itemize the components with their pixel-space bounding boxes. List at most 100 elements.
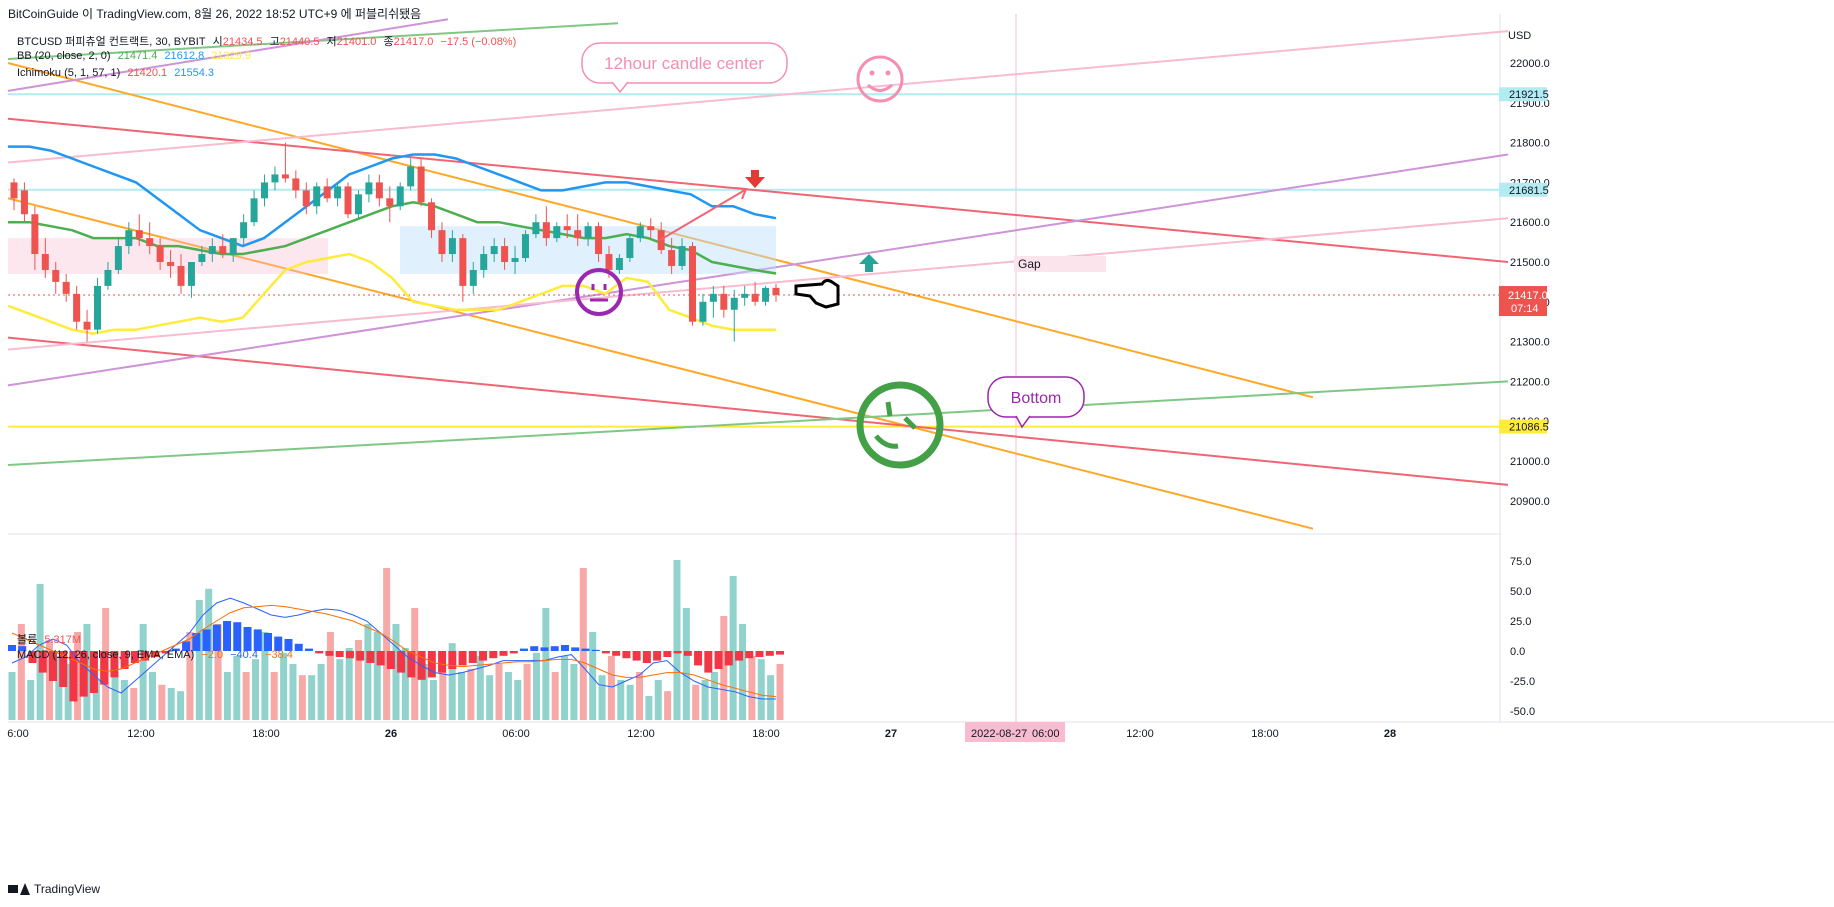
macd-histogram-bar	[69, 651, 78, 702]
candle-body	[626, 238, 634, 259]
price-tag-box	[1499, 87, 1547, 102]
macd-histogram-bar	[38, 651, 47, 673]
volume-bar	[551, 672, 559, 720]
candle-body	[574, 230, 582, 239]
volume-bar	[776, 664, 784, 720]
time-tick-label: 27	[885, 728, 897, 740]
macd-histogram-bar	[59, 651, 68, 687]
candle-body	[501, 246, 509, 262]
volume-bar	[476, 656, 484, 720]
time-tick-label: 6:00	[7, 728, 28, 740]
down-arrow-icon	[745, 177, 765, 188]
projection-arrow-head	[734, 187, 748, 200]
candle-body	[438, 230, 446, 255]
price-tick-label: 21600.0	[1510, 217, 1550, 229]
macd-histogram-bar	[765, 651, 774, 656]
macd-histogram-bar	[284, 639, 293, 651]
candle-body	[772, 287, 780, 296]
macd-histogram-bar	[386, 651, 395, 669]
macd-histogram-bar	[18, 646, 27, 651]
candle-body	[584, 226, 592, 239]
macd-histogram-bar	[141, 651, 150, 661]
price-tag-label: 21681.5	[1509, 185, 1549, 197]
volume-bar	[710, 672, 718, 720]
volume-bar	[682, 608, 690, 720]
macd-histogram-bar	[458, 651, 467, 666]
volume-bar	[617, 680, 625, 720]
ichimoku-value-2: 21554.3	[174, 67, 214, 79]
volume-bar	[701, 680, 709, 720]
macd-histogram-bar	[100, 651, 109, 685]
volume-bar	[542, 608, 550, 720]
volume-bar	[92, 680, 100, 720]
candle-body	[480, 254, 488, 270]
macd-value-2: −40.4	[230, 649, 258, 661]
macd-histogram-bar	[79, 651, 88, 697]
volume-bar	[598, 675, 606, 720]
volume-bar	[326, 632, 334, 720]
ichimoku-value-1: 21420.1	[127, 67, 168, 79]
volume-bar	[486, 675, 494, 720]
macd-histogram-bar	[489, 651, 498, 659]
candle-body	[177, 265, 185, 286]
macd-histogram-bar	[448, 651, 457, 669]
candle-body	[208, 246, 216, 255]
volume-bar	[355, 640, 363, 720]
volume-bar	[757, 659, 765, 720]
candle-body	[668, 250, 676, 266]
volume-bar	[626, 684, 634, 720]
tradingview-logo-icon	[8, 883, 30, 895]
candle-body	[595, 226, 603, 255]
volume-bar	[177, 691, 185, 720]
bb-upper-line	[8, 145, 777, 248]
candle-body	[459, 238, 467, 286]
macd-tick-label: 25.0	[1510, 616, 1531, 628]
projection-arrow-line	[659, 189, 746, 241]
tradingview-footer[interactable]: TradingView	[8, 882, 100, 896]
legend-low-label: 저	[326, 36, 337, 48]
volume-bar	[504, 672, 512, 720]
candle-body	[636, 226, 644, 239]
volume-bar	[439, 672, 447, 720]
macd-histogram-bar	[233, 622, 242, 651]
candle-body	[167, 262, 175, 266]
volume-bar	[373, 632, 381, 720]
volume-bar	[261, 632, 269, 720]
price-tag-box	[1499, 182, 1547, 197]
volume-bar	[579, 568, 587, 720]
macd-histogram-bar	[704, 651, 713, 673]
candle-body	[52, 269, 60, 282]
callout-bottom-text: Bottom	[1011, 390, 1062, 407]
volume-bar	[692, 684, 700, 720]
macd-histogram-bar	[520, 648, 528, 651]
candle-body	[334, 186, 342, 199]
volume-bar	[74, 632, 82, 720]
macd-histogram-bar	[315, 651, 324, 654]
candle-body	[375, 182, 383, 199]
price-tick-label: 21300.0	[1510, 337, 1550, 349]
callout-12h-text: 12hour candle center	[604, 54, 764, 73]
macd-histogram-bar	[560, 645, 569, 651]
ichimoku-cloud-red	[8, 238, 328, 274]
volume-bar	[748, 656, 756, 720]
trend-line-red-upper	[7, 117, 1509, 263]
legend-low: 21401.0	[336, 36, 377, 48]
macd-histogram-bar	[509, 651, 518, 654]
current-price-tag	[1499, 286, 1547, 317]
macd-label: MACD (12, 26, close, 9, EMA, EMA)	[17, 649, 195, 661]
ichimoku-legend: Ichimoku (5, 1, 57, 1) 21420.1 21554.3	[17, 67, 218, 79]
price-tick-label: 21800.0	[1510, 138, 1550, 150]
candle-body	[615, 258, 623, 270]
pointing-hand-icon	[794, 278, 840, 309]
volume-bar	[532, 652, 540, 720]
callout-12h-tail	[611, 81, 629, 94]
candle-body	[688, 246, 696, 322]
crosshair-time-label: 06:00	[1032, 728, 1060, 740]
price-tick-label: 21000.0	[1510, 456, 1550, 468]
candle-body	[365, 182, 373, 195]
volume-bar	[739, 624, 747, 720]
countdown-label: 07:14	[1511, 303, 1539, 315]
volume-bar	[205, 588, 213, 720]
candle-body	[386, 198, 394, 207]
